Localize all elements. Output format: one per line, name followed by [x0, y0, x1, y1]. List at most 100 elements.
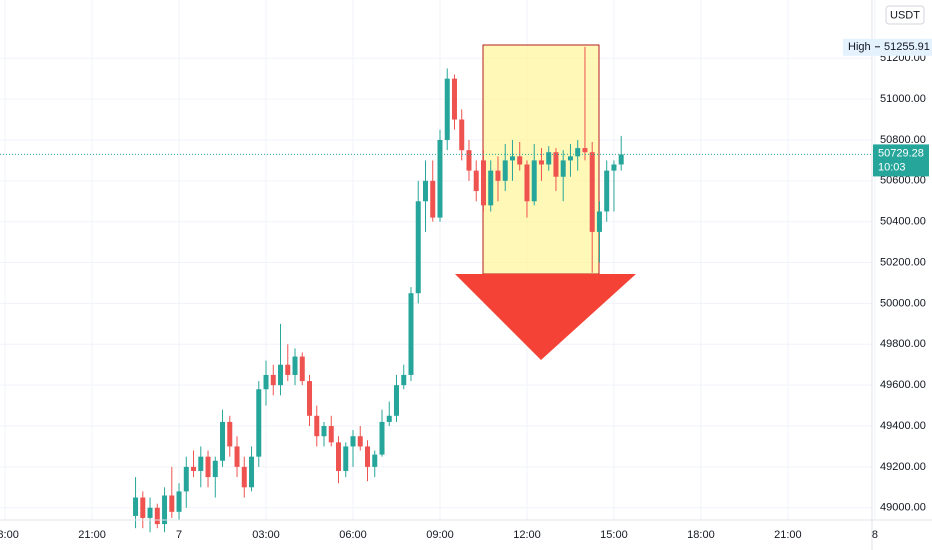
candle-body: [393, 385, 399, 416]
candle-body: [162, 495, 168, 525]
y-tick-label: 50200.00: [880, 256, 926, 268]
candle-body: [154, 507, 160, 525]
candle-body: [350, 436, 356, 447]
candle-body: [517, 156, 523, 165]
candle-body: [459, 119, 465, 151]
x-tick-label: 18:00: [687, 529, 715, 541]
candle-body: [473, 170, 479, 192]
candle-body: [531, 160, 537, 202]
candle-body: [408, 293, 414, 375]
candle-body: [604, 170, 610, 212]
candle-body: [480, 160, 486, 206]
grid: [0, 0, 876, 520]
y-tick-label: 49000.00: [880, 502, 926, 514]
y-tick-label: 49200.00: [880, 461, 926, 473]
y-tick-label: 50000.00: [880, 297, 926, 309]
currency-badge[interactable]: [885, 5, 925, 25]
candle-body: [241, 466, 247, 488]
candle-body: [147, 507, 153, 518]
high-value: 51255.91: [884, 41, 930, 53]
candle-body: [227, 421, 233, 447]
candle-body: [495, 170, 501, 181]
y-tick-label: 50600.00: [880, 175, 926, 187]
candle-body: [430, 180, 436, 218]
candle-body: [567, 156, 573, 161]
candle-body: [278, 364, 284, 386]
candle-body: [336, 442, 342, 471]
candle-body: [263, 374, 269, 390]
candles-overlay: [480, 46, 602, 273]
x-tick-label: 8: [872, 529, 878, 541]
y-tick-label: 49400.00: [880, 420, 926, 432]
candle-body: [169, 495, 175, 512]
x-tick-label: 21:00: [78, 529, 106, 541]
candle-body: [386, 415, 392, 422]
y-tick-label: 49600.00: [880, 379, 926, 391]
candle-body: [502, 160, 508, 181]
x-tick-label: 18:00: [0, 529, 19, 541]
candle-body: [314, 415, 320, 437]
x-tick-label: 06:00: [339, 529, 367, 541]
candle-body: [509, 156, 515, 161]
candle-body: [589, 152, 595, 232]
candle-body: [437, 139, 443, 218]
y-tick-label: 50400.00: [880, 216, 926, 228]
candle-body: [307, 381, 313, 416]
axes: 49000.00 49200.00 49400.00 49600.00 49800.00…: [0, 38, 932, 541]
y-tick-label: 51000.00: [880, 93, 926, 105]
x-tick-label: 21:00: [774, 529, 802, 541]
last-price-label: 50729.28: [878, 147, 924, 159]
candle-body: [205, 456, 211, 478]
candle-body: [575, 148, 581, 157]
candle-body: [256, 389, 262, 457]
x-tick-label: 03:00: [252, 529, 280, 541]
candle-body: [372, 454, 378, 467]
candle-body: [379, 421, 385, 455]
y-tick-label: 50800.00: [880, 134, 926, 146]
candle-body: [212, 460, 218, 478]
candle-body: [611, 164, 617, 171]
candle-body: [343, 446, 349, 471]
candle-body: [596, 211, 602, 232]
candle-body: [140, 497, 146, 518]
y-tick-label: 49800.00: [880, 338, 926, 350]
currency-label: USDT: [890, 9, 920, 21]
candles: [133, 68, 624, 533]
candle-body: [524, 164, 530, 202]
candle-body: [618, 154, 624, 165]
candle-body: [220, 421, 226, 461]
candle-body: [176, 491, 182, 512]
candle-body: [285, 364, 291, 375]
candle-body: [357, 436, 363, 447]
x-tick-label: 15:00: [600, 529, 628, 541]
candle-body: [444, 78, 450, 140]
x-tick-label: 09:00: [426, 529, 454, 541]
candle-body: [466, 150, 472, 171]
candle-body: [270, 374, 276, 386]
candle-body: [488, 170, 494, 206]
x-tick-label: 7: [176, 529, 182, 541]
candle-body: [191, 466, 197, 471]
candle-body: [451, 78, 457, 120]
last-price-badge: [873, 144, 929, 177]
candle-body: [538, 160, 544, 165]
candle-body: [292, 356, 298, 375]
high-badge: [843, 38, 932, 56]
x-tick-label: 12:00: [513, 529, 541, 541]
candle-body: [365, 446, 371, 467]
down-arrow: [455, 274, 636, 360]
candle-body: [328, 426, 334, 443]
candle-body: [553, 152, 559, 177]
candle-body: [198, 456, 204, 471]
countdown-label: 10:03: [878, 161, 906, 173]
candle-body: [321, 426, 327, 437]
candle-body: [560, 160, 566, 177]
candle-body: [133, 497, 139, 516]
candle-body: [401, 374, 407, 386]
candle-body: [183, 466, 189, 492]
candle-body: [234, 446, 240, 467]
candle-body: [415, 201, 421, 294]
candle-body: [546, 152, 552, 165]
